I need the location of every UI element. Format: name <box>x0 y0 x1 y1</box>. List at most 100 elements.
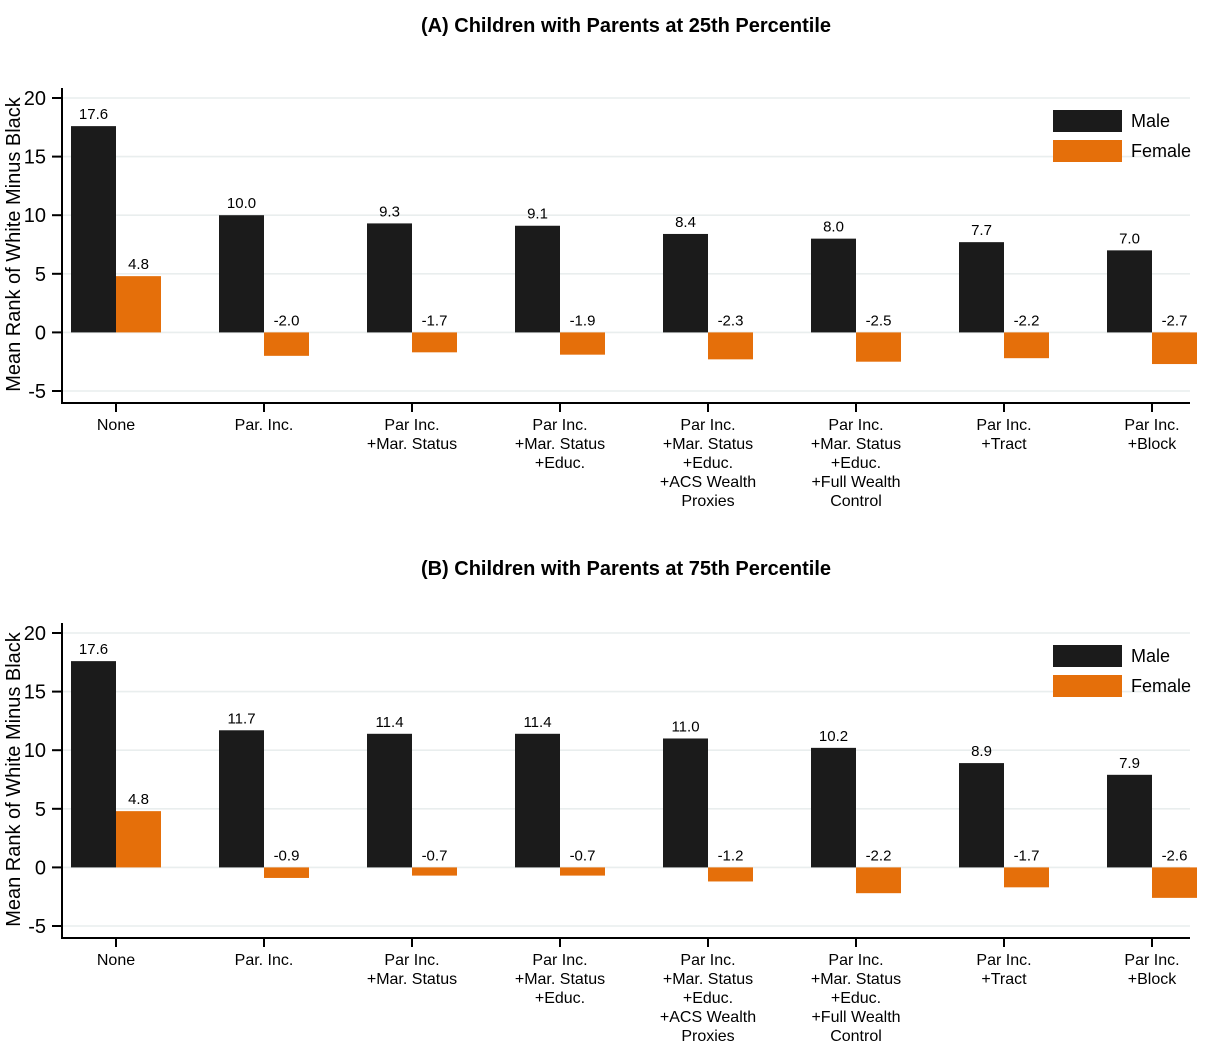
bar-value-label: 9.3 <box>379 203 400 220</box>
x-category-label: Par Inc. +Mar. Status +Educ. <box>515 417 605 472</box>
y-tick-label: 10 <box>24 740 46 762</box>
x-category-label: Par Inc. +Mar. Status <box>367 952 457 988</box>
x-category-label: Par. Inc. <box>235 417 294 434</box>
panel-a-chart: 17.6 4.8 10.0 -2.0 9.3 -1.7 9.1 -1.9 8.4 -2.3 8.0 -… <box>0 40 1207 545</box>
male-bar <box>367 223 412 333</box>
bar-value-label: -2.6 <box>1162 847 1188 864</box>
male-bar <box>71 126 116 333</box>
y-tick-label: 15 <box>24 147 46 169</box>
bar-value-label: -2.7 <box>1162 312 1188 329</box>
bar-value-label: 7.0 <box>1119 230 1140 247</box>
x-category-label: Par Inc. +Block <box>1124 952 1179 988</box>
y-tick-label: 20 <box>24 623 46 645</box>
y-tick-label: -5 <box>28 916 46 938</box>
bar-value-label: -1.2 <box>718 847 744 864</box>
bar-value-label: 8.9 <box>971 743 992 760</box>
male-bar <box>811 238 856 333</box>
male-bar <box>663 738 708 868</box>
bar-value-label: 11.4 <box>523 714 551 731</box>
legend-swatch-male <box>1053 645 1122 667</box>
y-tick-label: 5 <box>35 799 46 821</box>
panel-b-title: (B) Children with Parents at 75th Percen… <box>420 558 832 580</box>
bar-value-label: 4.8 <box>128 256 149 273</box>
legend: Male Female <box>1053 110 1191 162</box>
y-tick-label: 15 <box>24 682 46 704</box>
bar-value-label: 11.4 <box>375 714 403 731</box>
legend-label-female: Female <box>1131 676 1191 696</box>
female-bar <box>856 332 901 362</box>
x-category-label: None <box>97 417 135 434</box>
bar-value-label: -1.7 <box>1014 847 1040 864</box>
bar-value-label: 17.6 <box>79 641 108 658</box>
legend-label-female: Female <box>1131 141 1191 161</box>
male-bar <box>515 733 560 868</box>
legend-swatch-female <box>1053 675 1122 697</box>
bar-value-label: -0.7 <box>422 847 448 864</box>
bar-value-label: 8.4 <box>675 214 696 231</box>
male-bar <box>959 242 1004 333</box>
male-bar <box>1107 250 1152 333</box>
female-bar <box>856 867 901 894</box>
x-category-label: Par Inc. +Mar. Status +Educ. +Full Wealth Co… <box>811 417 901 510</box>
x-category-label: Par Inc. +Mar. Status +Educ. +Full Wealth Co… <box>811 952 901 1042</box>
y-tick-label: -5 <box>28 381 46 403</box>
female-bar <box>1004 332 1049 359</box>
bar-chart: 17.6 4.8 10.0 -2.0 9.3 -1.7 9.1 -1.9 8.4 -2.3 8.0 -… <box>3 88 1197 510</box>
x-category-label: None <box>97 952 135 969</box>
male-bar <box>811 747 856 868</box>
male-bar <box>367 733 412 868</box>
legend-label-male: Male <box>1131 646 1170 666</box>
bar-value-label: -2.2 <box>866 847 892 864</box>
panel-a: (A) Children with Parents at 25th Percen… <box>0 15 1207 545</box>
y-tick-label: 10 <box>24 205 46 227</box>
male-bar <box>959 763 1004 868</box>
female-bar <box>560 332 605 355</box>
male-bar <box>71 661 116 868</box>
female-bar <box>412 867 457 876</box>
y-tick-label: 0 <box>35 857 46 879</box>
y-axis-title: Mean Rank of White Minus Black <box>3 96 25 392</box>
bar-value-label: 7.9 <box>1119 755 1140 772</box>
bar-value-label: 10.2 <box>819 728 848 745</box>
y-tick-label: 0 <box>35 322 46 344</box>
bar-value-label: -2.2 <box>1014 312 1040 329</box>
female-bar <box>708 867 753 882</box>
bar-value-label: -0.9 <box>274 847 300 864</box>
bar-value-label: 7.7 <box>971 222 992 239</box>
y-tick-label: 5 <box>35 264 46 286</box>
x-category-label: Par Inc. +Block <box>1124 417 1179 453</box>
male-bar <box>515 225 560 333</box>
bar-value-label: -2.3 <box>718 312 744 329</box>
y-axis-title: Mean Rank of White Minus Black <box>3 631 25 927</box>
panel-a-title: (A) Children with Parents at 25th Percen… <box>420 15 832 37</box>
female-bar <box>116 276 161 333</box>
y-tick-label: 20 <box>24 88 46 110</box>
legend: Male Female <box>1053 645 1191 697</box>
panel-b-chart: 17.6 4.8 11.7 -0.9 11.4 -0.7 11.4 -0.7 11.0 -1.2 1… <box>0 583 1207 1044</box>
x-category-label: Par Inc. +Tract <box>976 952 1031 988</box>
male-bar <box>219 215 264 333</box>
legend-swatch-male <box>1053 110 1122 132</box>
bar-value-label: 11.7 <box>227 710 255 727</box>
male-bar <box>219 730 264 868</box>
x-category-label: Par Inc. +Mar. Status +Educ. +ACS Wealth Pro… <box>660 952 756 1042</box>
bar-value-label: -1.7 <box>422 312 448 329</box>
female-bar <box>560 867 605 876</box>
x-category-label: Par Inc. +Mar. Status +Educ. <box>515 952 605 1007</box>
male-bar <box>663 233 708 333</box>
x-category-label: Par Inc. +Tract <box>976 417 1031 453</box>
bar-chart: 17.6 4.8 11.7 -0.9 11.4 -0.7 11.4 -0.7 11.0 -1.2 1… <box>3 623 1197 1044</box>
female-bar <box>1152 867 1197 898</box>
x-category-label: Par Inc. +Mar. Status <box>367 417 457 453</box>
bar-value-label: 17.6 <box>79 106 108 123</box>
female-bar <box>116 811 161 868</box>
bar-value-label: 4.8 <box>128 791 149 808</box>
panel-b: (B) Children with Parents at 75th Percen… <box>0 545 1207 1044</box>
bar-value-label: 10.0 <box>227 195 256 212</box>
male-bar <box>1107 774 1152 868</box>
bar-value-label: -2.5 <box>866 312 892 329</box>
bar-value-label: 9.1 <box>527 206 548 223</box>
female-bar <box>1004 867 1049 888</box>
bar-value-label: -2.0 <box>274 312 300 329</box>
